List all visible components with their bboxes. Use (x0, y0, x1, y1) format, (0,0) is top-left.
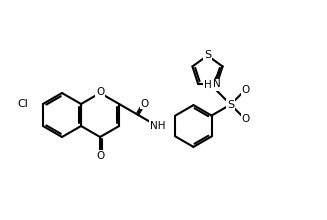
Text: O: O (242, 114, 250, 124)
Text: O: O (141, 99, 149, 108)
Text: O: O (242, 85, 250, 95)
Text: S: S (227, 99, 234, 110)
Text: NH: NH (149, 121, 165, 131)
Text: HN: HN (204, 81, 219, 90)
Text: N: N (213, 79, 221, 89)
Text: Cl: Cl (18, 99, 28, 109)
Text: S: S (204, 51, 211, 60)
Text: O: O (96, 151, 104, 161)
Text: O: O (96, 87, 104, 97)
